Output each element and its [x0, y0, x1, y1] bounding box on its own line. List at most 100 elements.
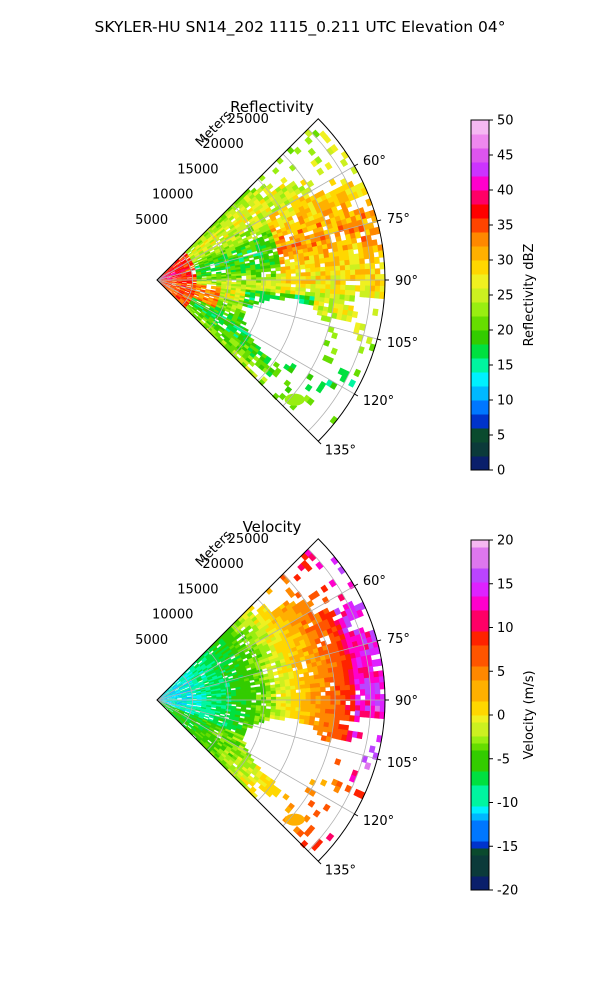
radar-cell [236, 700, 242, 703]
colorbar-segment [471, 862, 489, 870]
radar-cell [218, 226, 225, 233]
radar-cell [237, 770, 244, 777]
radar-cell [264, 609, 272, 617]
radar-cell [251, 642, 258, 649]
radar-cell [280, 266, 286, 271]
radar-cell [284, 682, 291, 688]
azimuth-line [156, 279, 378, 340]
radar-cell [189, 665, 195, 671]
radar-cell [221, 671, 227, 676]
radar-cell [170, 706, 176, 709]
radar-cell [164, 270, 169, 274]
radar-cell [171, 281, 178, 284]
radar-cell [170, 286, 176, 290]
radar-cell [338, 255, 345, 262]
radar-cell [170, 704, 177, 708]
radar-cell [207, 719, 213, 724]
colorbar-segment [471, 407, 489, 415]
radar-cell [228, 339, 235, 346]
radar-cell [181, 680, 187, 684]
colorbar-segment [471, 750, 489, 758]
radar-cell [186, 698, 193, 700]
radar-cell [280, 289, 286, 295]
radar-cell [209, 231, 216, 237]
colorbar-segment [471, 680, 489, 688]
radar-cell [282, 793, 290, 801]
radar-cell [234, 643, 241, 650]
radar-cell [165, 704, 171, 707]
radial-tick-label: 5000 [135, 633, 168, 648]
radar-cell [277, 249, 284, 255]
radar-cell [214, 712, 221, 716]
colorbar-segment [471, 638, 489, 646]
radar-cell [305, 707, 311, 713]
radar-cell [300, 700, 307, 705]
radar-cell [175, 706, 181, 709]
radar-cell [230, 344, 237, 351]
radar-cell [232, 239, 239, 245]
radar-cell [175, 706, 181, 710]
radar-cell [214, 316, 221, 322]
radar-cell [240, 309, 247, 315]
radar-cell [320, 695, 326, 701]
radar-cell [252, 225, 260, 232]
radar-cell [166, 694, 172, 697]
radar-cell [227, 255, 234, 260]
radar-cell [230, 738, 237, 744]
radar-cell [226, 229, 233, 235]
radar-cell [304, 563, 313, 573]
radar-cell [262, 643, 270, 650]
colorbar-segment [471, 176, 489, 184]
radar-cell [183, 264, 190, 269]
radar-cell [160, 273, 166, 277]
radar-cell [166, 280, 173, 281]
radar-cell [253, 720, 260, 725]
radar-cell [217, 676, 224, 681]
radar-cell [346, 658, 353, 666]
radar-cell [192, 242, 199, 248]
radar-cell [221, 276, 227, 279]
radar-cell [170, 706, 176, 710]
radar-cell [221, 735, 228, 741]
radar-cell [222, 661, 229, 667]
radar-cell [337, 245, 344, 253]
radar-cell [176, 283, 182, 286]
radar-cell [359, 269, 366, 276]
radar-cell [228, 742, 235, 748]
radar-cell [212, 676, 219, 681]
azimuth-line [156, 640, 378, 701]
angle-tick [377, 219, 382, 222]
radar-cell [189, 309, 195, 315]
radar-cell [169, 688, 175, 692]
radar-cell [170, 690, 176, 694]
radar-cell [315, 288, 321, 294]
radar-cell [204, 683, 210, 687]
radar-cell [303, 719, 310, 725]
radar-cell [233, 355, 240, 362]
radar-cell [215, 751, 222, 757]
radar-cell [285, 703, 292, 708]
radar-cell [224, 327, 231, 334]
radar-cell [228, 299, 234, 304]
radar-cell [171, 700, 178, 702]
radar-cell [190, 255, 196, 260]
radar-cell [200, 302, 206, 307]
radar-cell [169, 288, 174, 292]
radar-cell [304, 186, 313, 195]
radar-cell [197, 298, 203, 302]
radar-cell [319, 677, 326, 684]
radar-cell [359, 258, 366, 266]
colorbar-segment [471, 400, 489, 408]
radar-cell [345, 689, 351, 697]
radar-cell [203, 659, 209, 665]
radar-cell [270, 215, 277, 223]
radar-cell [342, 664, 349, 672]
radar-cell [181, 278, 188, 280]
radar-cell [164, 286, 169, 290]
radar-cell [165, 704, 171, 708]
radar-cell [251, 274, 257, 279]
radar-cell [349, 259, 356, 266]
radar-cell [265, 700, 272, 704]
radar-cell [192, 260, 199, 265]
